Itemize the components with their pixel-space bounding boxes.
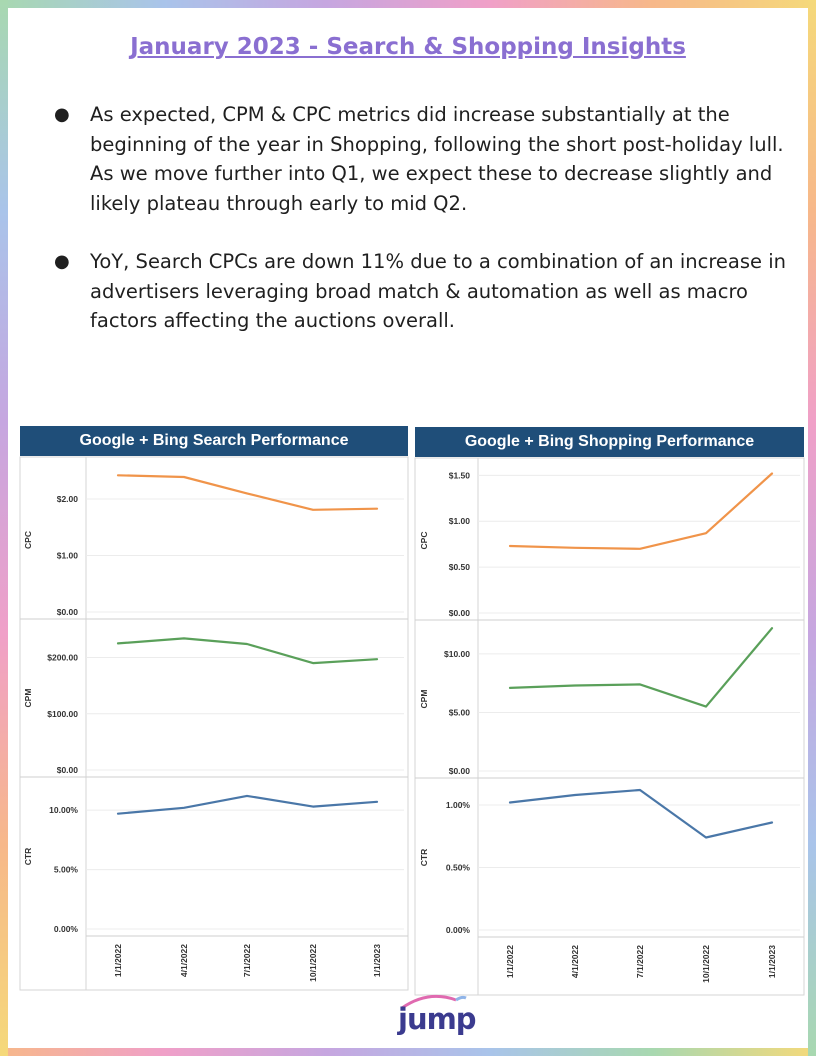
- logo-text: jump: [398, 1002, 477, 1036]
- x-tick-label: 10/1/2022: [308, 944, 318, 982]
- chart-frame: [19, 456, 409, 991]
- page-title: January 2023 - Search & Shopping Insight…: [130, 34, 686, 60]
- insight-text: YoY, Search CPCs are down 11% due to a c…: [90, 250, 787, 332]
- y-tick-label: $0.00: [449, 766, 471, 776]
- bullet-icon: ●: [54, 104, 70, 125]
- series-line: [508, 627, 774, 708]
- x-tick-label: 4/1/2022: [570, 945, 580, 978]
- series-line: [508, 788, 774, 839]
- x-tick-label: 7/1/2022: [242, 944, 252, 977]
- y-tick-label: $100.00: [47, 709, 78, 719]
- y-axis-label: CTR: [419, 849, 429, 866]
- y-tick-label: $0.00: [57, 765, 79, 775]
- y-axis-label: CPC: [419, 532, 429, 550]
- series-line: [116, 474, 379, 511]
- x-tick-label: 7/1/2022: [635, 945, 645, 978]
- y-tick-label: 0.00%: [446, 925, 471, 935]
- x-tick-label: 1/1/2022: [505, 945, 515, 978]
- y-tick-label: 0.50%: [446, 863, 471, 873]
- insight-text: As expected, CPM & CPC metrics did incre…: [90, 103, 784, 215]
- y-tick-label: 5.00%: [54, 865, 79, 875]
- y-tick-label: $1.00: [449, 516, 471, 526]
- y-tick-label: $0.00: [449, 608, 471, 618]
- y-tick-label: 0.00%: [54, 924, 79, 934]
- y-tick-label: $0.00: [57, 607, 79, 617]
- y-axis-label: CPC: [23, 531, 33, 549]
- search-chart-title: Google + Bing Search Performance: [20, 426, 408, 456]
- y-axis-label: CTR: [23, 848, 33, 865]
- x-tick-label: 1/1/2022: [113, 944, 123, 977]
- y-axis-label: CPM: [23, 689, 33, 708]
- shopping-chart-title: Google + Bing Shopping Performance: [415, 427, 804, 457]
- y-tick-label: $2.00: [57, 494, 79, 504]
- y-tick-label: $1.50: [449, 470, 471, 480]
- series-line: [508, 472, 774, 550]
- x-tick-label: 1/1/2023: [372, 944, 382, 977]
- y-tick-label: 10.00%: [49, 805, 78, 815]
- x-tick-label: 4/1/2022: [179, 944, 189, 977]
- y-tick-label: $5.00: [449, 707, 471, 717]
- series-line: [116, 794, 379, 815]
- chart-frame: [414, 457, 805, 996]
- y-tick-label: $200.00: [47, 653, 78, 663]
- series-line: [116, 637, 379, 665]
- insight-list: ● As expected, CPM & CPC metrics did inc…: [52, 100, 807, 365]
- bullet-icon: ●: [54, 251, 70, 272]
- insight-item: ● As expected, CPM & CPC metrics did inc…: [52, 100, 807, 218]
- x-tick-label: 10/1/2022: [701, 945, 711, 983]
- y-tick-label: $0.50: [449, 562, 471, 572]
- y-tick-label: 1.00%: [446, 800, 471, 810]
- y-tick-label: $1.00: [57, 551, 79, 561]
- y-axis-label: CPM: [419, 690, 429, 709]
- x-tick-label: 1/1/2023: [767, 945, 777, 978]
- jump-logo: jump: [398, 994, 478, 1038]
- logo-swoosh-icon: [401, 994, 467, 1010]
- y-tick-label: $10.00: [444, 649, 470, 659]
- insight-item: ● YoY, Search CPCs are down 11% due to a…: [52, 247, 807, 336]
